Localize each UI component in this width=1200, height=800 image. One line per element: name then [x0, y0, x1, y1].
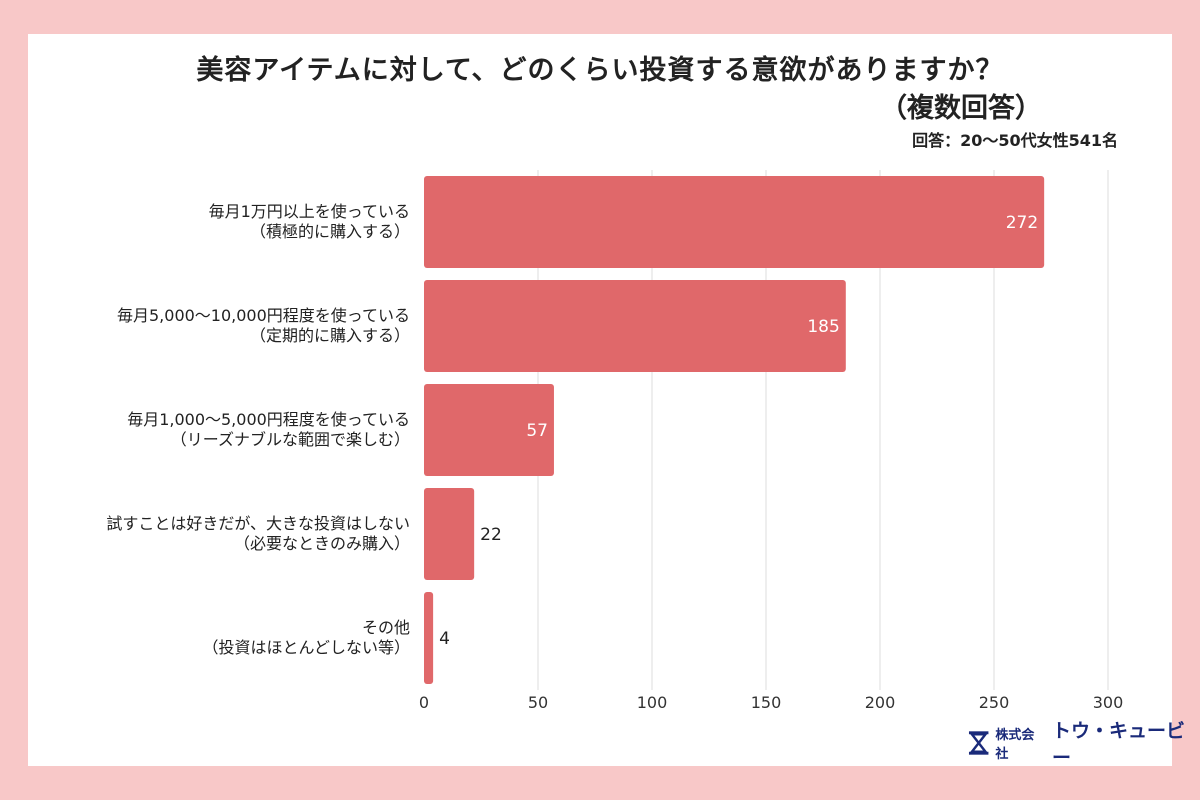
category-label-line2: （必要なときのみ購入）: [233, 534, 410, 553]
logo-brand-text: トウ・キュービー: [1052, 720, 1186, 769]
category-label-line1: 試すことは好きだが、大きな投資はしない: [106, 514, 410, 533]
x-tick-label: 300: [1093, 693, 1124, 712]
x-tick-label: 100: [637, 693, 668, 712]
x-tick-label: 200: [865, 693, 896, 712]
category-label: 毎月1万円以上を使っている （積極的に購入する）: [209, 202, 410, 242]
category-label-line1: その他: [361, 618, 410, 637]
chart-title: 美容アイテムに対して、どのくらい投資する意欲がありますか？: [196, 55, 1004, 86]
bar: [424, 592, 434, 684]
x-tick-label: 50: [528, 693, 548, 712]
category-label: 試すことは好きだが、大きな投資はしない （必要なときのみ購入）: [106, 514, 410, 554]
category-label-line2: （リーズナブルな範囲で楽しむ）: [170, 430, 410, 449]
category-label-line1: 毎月1万円以上を使っている: [208, 202, 410, 221]
bar-value-label: 4: [439, 629, 450, 649]
x-tick-label: 150: [751, 693, 782, 712]
category-label-line2: （積極的に購入する）: [249, 222, 410, 241]
category-label: その他 （投資はほとんどしない等）: [202, 618, 410, 658]
category-label-line2: （投資はほとんどしない等）: [202, 638, 410, 657]
category-label-line1: 毎月1,000〜5,000円程度を使っている: [127, 410, 410, 429]
category-label: 毎月1,000〜5,000円程度を使っている （リーズナブルな範囲で楽しむ）: [127, 410, 410, 450]
bar: [424, 488, 475, 580]
x-tick-label: 0: [419, 693, 429, 712]
bar-value-label: 57: [526, 421, 548, 441]
category-label: 毎月5,000〜10,000円程度を使っている （定期的に購入する）: [117, 306, 410, 346]
chart-card: [28, 34, 1172, 766]
category-label-line1: 毎月5,000〜10,000円程度を使っている: [117, 306, 410, 325]
category-label-line2: （定期的に購入する）: [249, 326, 410, 345]
hourglass-icon: [968, 731, 989, 755]
x-tick-label: 250: [979, 693, 1010, 712]
bar: [424, 176, 1045, 268]
respondent-note: 回答：20〜50代女性541名: [912, 131, 1118, 150]
bar-value-label: 185: [807, 317, 839, 337]
bar: [424, 280, 846, 372]
bar-value-label: 272: [1006, 213, 1038, 233]
bar-value-label: 22: [480, 525, 502, 545]
company-logo: 株式会社 トウ・キュービー: [968, 720, 1200, 769]
chart-subtitle: （複数回答）: [880, 93, 1042, 124]
logo-company-text: 株式会社: [995, 728, 1035, 762]
bar: [424, 384, 554, 476]
